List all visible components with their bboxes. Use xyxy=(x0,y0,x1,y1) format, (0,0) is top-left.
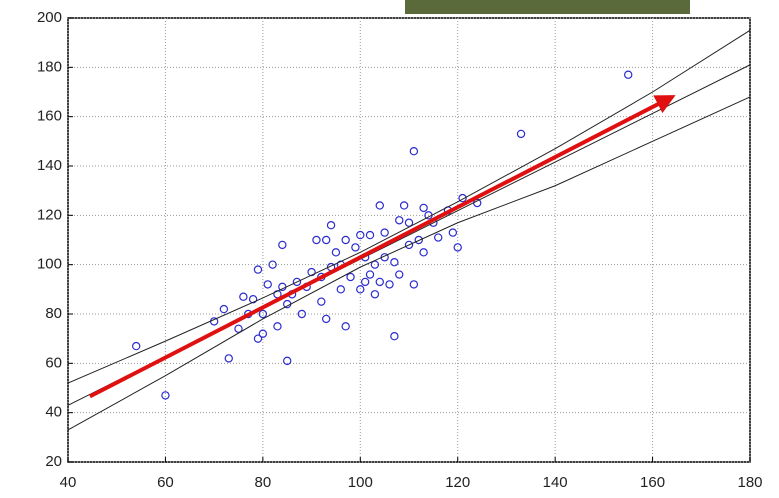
point xyxy=(624,70,633,79)
point xyxy=(234,324,243,333)
point xyxy=(448,228,458,237)
point xyxy=(404,240,414,250)
x-tick-label: 180 xyxy=(737,474,762,491)
trend-arrow xyxy=(89,95,676,399)
point xyxy=(224,354,233,363)
point xyxy=(131,341,141,351)
point xyxy=(351,243,360,252)
y-tick-label: 140 xyxy=(37,157,62,174)
y-tick-label: 40 xyxy=(45,404,62,421)
point xyxy=(458,193,467,203)
point xyxy=(258,309,268,319)
point xyxy=(453,243,462,252)
y-tick-label: 200 xyxy=(37,9,62,26)
point xyxy=(414,235,423,245)
point xyxy=(385,280,394,289)
point xyxy=(419,248,428,257)
y-tick-label: 100 xyxy=(37,256,62,273)
plot-frame xyxy=(67,17,751,463)
point xyxy=(283,356,292,366)
point xyxy=(356,285,365,294)
point xyxy=(434,233,443,242)
x-tick-label: 40 xyxy=(60,474,77,491)
x-tick-label: 80 xyxy=(255,474,272,491)
point xyxy=(321,235,331,245)
x-tick-label: 120 xyxy=(445,474,470,491)
point xyxy=(409,146,419,156)
point xyxy=(219,304,229,314)
x-tick-label: 140 xyxy=(543,474,568,491)
point xyxy=(375,201,384,210)
point xyxy=(161,391,170,400)
point xyxy=(341,235,350,245)
point xyxy=(239,292,248,301)
point xyxy=(292,277,302,287)
point xyxy=(395,216,404,225)
point xyxy=(253,334,263,343)
point xyxy=(336,285,345,294)
y-tick-label: 20 xyxy=(45,453,62,470)
y-tick-label: 160 xyxy=(37,108,62,125)
point xyxy=(321,314,331,324)
point xyxy=(346,272,355,282)
point xyxy=(375,277,384,287)
y-tick-label: 80 xyxy=(45,305,62,322)
x-tick-label: 160 xyxy=(640,474,665,491)
fit-line xyxy=(67,96,751,431)
point xyxy=(370,290,380,299)
y-tick-label: 60 xyxy=(45,354,62,371)
x-tick-label: 60 xyxy=(157,474,174,491)
fit-line xyxy=(67,29,751,384)
x-tick-label: 100 xyxy=(348,474,373,491)
point xyxy=(268,260,277,269)
point xyxy=(278,240,287,250)
point xyxy=(365,230,375,240)
point xyxy=(312,235,321,245)
point xyxy=(390,332,399,341)
point xyxy=(297,309,307,319)
point xyxy=(326,220,336,230)
point xyxy=(395,270,404,279)
point xyxy=(356,230,365,240)
point xyxy=(273,322,282,331)
point xyxy=(399,201,409,210)
y-tick-label: 120 xyxy=(37,206,62,223)
point xyxy=(380,228,389,237)
point xyxy=(390,258,399,267)
point xyxy=(317,297,326,306)
point xyxy=(409,280,419,289)
point xyxy=(419,203,428,213)
point xyxy=(331,248,341,257)
point xyxy=(370,260,380,269)
point xyxy=(404,218,414,227)
point xyxy=(516,129,526,139)
point xyxy=(341,322,350,331)
point xyxy=(365,270,375,279)
y-tick-label: 180 xyxy=(37,58,62,75)
point xyxy=(258,329,268,338)
point xyxy=(360,277,370,287)
point xyxy=(253,265,263,274)
point xyxy=(263,280,272,289)
photo-fragment xyxy=(405,0,690,14)
